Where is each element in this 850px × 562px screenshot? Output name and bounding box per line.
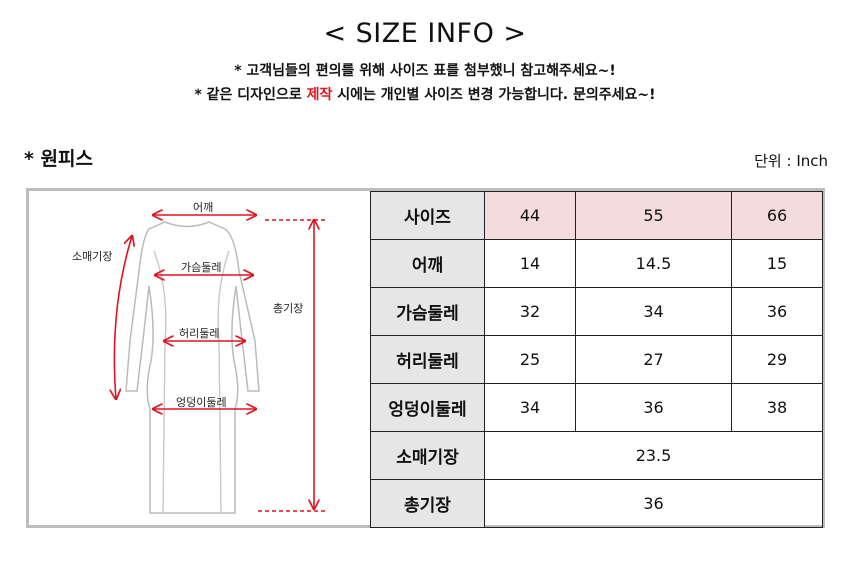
table-row: 가슴둘레 32 34 36 <box>370 287 823 336</box>
cell: 32 <box>484 287 576 336</box>
cell: 36 <box>574 383 733 432</box>
cell: 25 <box>484 335 576 384</box>
size-chart-box: 어깨 소매기장 가슴둘레 허리둘레 엉덩이둘레 총기장 사이즈 44 55 66… <box>26 188 825 528</box>
chest-label: 가슴둘레 <box>181 261 222 274</box>
notice-text: * 같은 디자인으로 <box>194 87 307 103</box>
row-label: 엉덩이둘레 <box>370 383 485 432</box>
shoulder-label: 어깨 <box>193 201 214 214</box>
cell: 14.5 <box>574 239 733 288</box>
cell: 34 <box>484 383 576 432</box>
size-table: 사이즈 44 55 66 어깨 14 14.5 15 가슴둘레 32 34 36 허리둘레 2… <box>370 191 823 528</box>
page-title: < SIZE INFO > <box>323 18 527 49</box>
cell: 36 <box>731 287 823 336</box>
length-label: 총기장 <box>273 302 304 315</box>
row-label: 가슴둘레 <box>370 287 485 336</box>
cell: 38 <box>731 383 823 432</box>
row-label: 어깨 <box>370 239 485 288</box>
cell: 27 <box>574 335 733 384</box>
hip-label: 엉덩이둘레 <box>176 396 227 409</box>
waist-label: 허리둘레 <box>179 327 220 340</box>
size-header: 55 <box>574 191 733 240</box>
size-header: 66 <box>731 191 823 240</box>
header-label: 사이즈 <box>370 191 485 240</box>
table-row: 총기장 36 <box>370 479 823 528</box>
cell: 15 <box>731 239 823 288</box>
row-label: 소매기장 <box>370 431 485 480</box>
dress-diagram: 어깨 소매기장 가슴둘레 허리둘레 엉덩이둘레 총기장 <box>29 191 370 525</box>
row-label: 허리둘레 <box>370 335 485 384</box>
notice-text: 시에는 개인별 사이즈 변경 가능합니다. 문의주세요~! <box>332 87 656 103</box>
table-row: 소매기장 23.5 <box>370 431 823 480</box>
notice-highlight: 제작 <box>306 87 333 103</box>
row-label: 총기장 <box>370 479 485 528</box>
dress-illustration <box>29 191 325 514</box>
cell: 23.5 <box>484 431 823 480</box>
unit-label: 단위 : Inch <box>754 152 828 170</box>
section-title: * 원피스 <box>24 148 93 170</box>
size-header: 44 <box>484 191 576 240</box>
cell: 14 <box>484 239 576 288</box>
cell: 34 <box>574 287 733 336</box>
table-row: 어깨 14 14.5 15 <box>370 239 823 288</box>
notice-line-2: * 같은 디자인으로 제작 시에는 개인별 사이즈 변경 가능합니다. 문의주세… <box>0 84 850 104</box>
table-row: 허리둘레 25 27 29 <box>370 335 823 384</box>
cell: 29 <box>731 335 823 384</box>
table-row: 엉덩이둘레 34 36 38 <box>370 383 823 432</box>
cell: 36 <box>484 479 823 528</box>
table-header-row: 사이즈 44 55 66 <box>370 191 823 240</box>
sleeve-label: 소매기장 <box>72 250 113 263</box>
notice-line-1: * 고객님들의 편의를 위해 사이즈 표를 첨부했니 참고해주세요~! <box>234 63 616 79</box>
